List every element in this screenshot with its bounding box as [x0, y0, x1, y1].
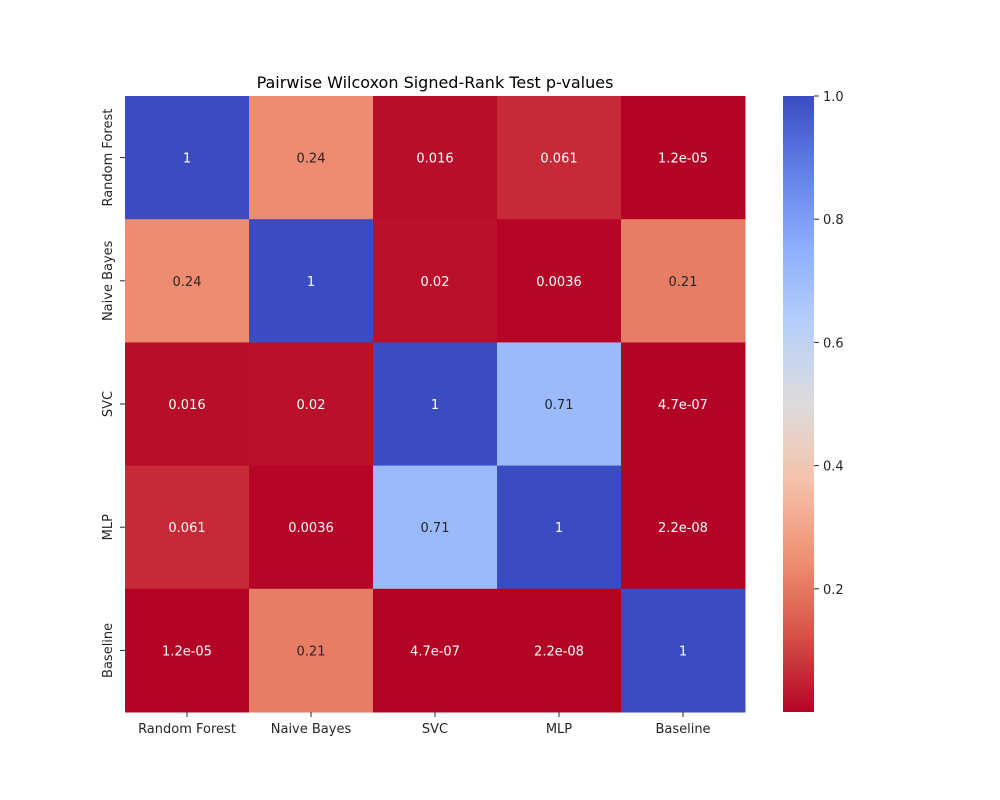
- heatmap-cell: [497, 96, 622, 220]
- cell-annotation: 0.21: [297, 644, 326, 659]
- heatmap-cell: [249, 96, 374, 220]
- colorbar-tick-label: 0.2: [823, 583, 844, 598]
- x-tick-label: Baseline: [655, 722, 710, 737]
- cell-annotation: 1: [183, 152, 191, 167]
- cell-annotation: 0.0036: [288, 521, 334, 536]
- cell-annotation: 0.24: [173, 275, 202, 290]
- y-tick-label: SVC: [101, 391, 116, 417]
- cell-annotation: 0.02: [297, 398, 326, 413]
- colorbar-tick-label: 0.8: [823, 213, 844, 228]
- heatmap-cell: [373, 465, 498, 590]
- heatmap-cell: [249, 342, 374, 467]
- cell-annotation: 0.24: [297, 152, 326, 167]
- heatmap-cell: [621, 342, 746, 467]
- heatmap-cell: [249, 465, 374, 590]
- colorbar: 0.2 0.4 0.6 0.8 1.0: [783, 90, 844, 712]
- cell-annotation: 1.2e-05: [658, 152, 708, 167]
- heatmap-cell: [373, 96, 498, 220]
- cell-annotation: 2.2e-08: [534, 644, 584, 659]
- colorbar-gradient: [783, 96, 814, 712]
- cell-annotation: 1: [307, 275, 315, 290]
- x-tick-label: MLP: [546, 722, 572, 737]
- cell-annotation: 2.2e-08: [658, 521, 708, 536]
- heatmap-cell: [125, 342, 250, 467]
- heatmap-cell: [125, 465, 250, 590]
- heatmap-cell: [249, 588, 374, 713]
- heatmap-cell: [497, 465, 622, 590]
- cell-annotation: 4.7e-07: [410, 644, 460, 659]
- heatmap-cells: 1 0.24 0.016 0.061 1.2e-05 0.24 1 0.02 0.0036 0.2…: [125, 96, 746, 713]
- cell-annotation: 0.061: [540, 152, 577, 167]
- cell-annotation: 1: [679, 644, 687, 659]
- cell-annotation: 0.016: [168, 398, 205, 413]
- y-tick-label: Naive Bayes: [101, 240, 116, 321]
- heatmap-cell: [249, 219, 374, 343]
- cell-annotation: 0.016: [416, 152, 453, 167]
- y-axis-ticks: Random Forest Naive Bayes SVC MLP Baseline: [101, 109, 125, 678]
- y-tick-label: Baseline: [101, 623, 116, 678]
- y-tick-label: Random Forest: [101, 109, 116, 207]
- heatmap-cell: [621, 219, 746, 343]
- x-tick-label: SVC: [422, 722, 448, 737]
- heatmap-cell: [621, 96, 746, 220]
- heatmap-cell: [497, 219, 622, 343]
- x-axis-ticks: Random Forest Naive Bayes SVC MLP Baseline: [138, 712, 711, 737]
- y-tick-label: MLP: [101, 514, 116, 540]
- heatmap-cell: [621, 465, 746, 590]
- colorbar-tick-label: 1.0: [823, 90, 844, 105]
- x-tick-label: Naive Bayes: [271, 722, 352, 737]
- colorbar-tick-label: 0.6: [823, 336, 844, 351]
- heatmap-cell: [497, 342, 622, 467]
- cell-annotation: 0.02: [421, 275, 450, 290]
- heatmap-cell: [373, 342, 498, 467]
- cell-annotation: 0.21: [669, 275, 698, 290]
- cell-annotation: 1.2e-05: [162, 644, 212, 659]
- cell-annotation: 0.71: [545, 398, 574, 413]
- cell-annotation: 1: [431, 398, 439, 413]
- heatmap-cell: [497, 588, 622, 713]
- x-tick-label: Random Forest: [138, 722, 236, 737]
- chart-title: Pairwise Wilcoxon Signed-Rank Test p-val…: [257, 73, 614, 92]
- heatmap-cell: [621, 588, 746, 713]
- heatmap-cell: [125, 96, 250, 220]
- colorbar-tick-label: 0.4: [823, 460, 844, 475]
- cell-annotation: 4.7e-07: [658, 398, 708, 413]
- heatmap-cell: [373, 588, 498, 713]
- cell-annotation: 0.71: [421, 521, 450, 536]
- cell-annotation: 0.061: [168, 521, 205, 536]
- heatmap-cell: [125, 588, 250, 713]
- heatmap-cell: [373, 219, 498, 343]
- heatmap-cell: [125, 219, 250, 343]
- cell-annotation: 1: [555, 521, 563, 536]
- cell-annotation: 0.0036: [536, 275, 582, 290]
